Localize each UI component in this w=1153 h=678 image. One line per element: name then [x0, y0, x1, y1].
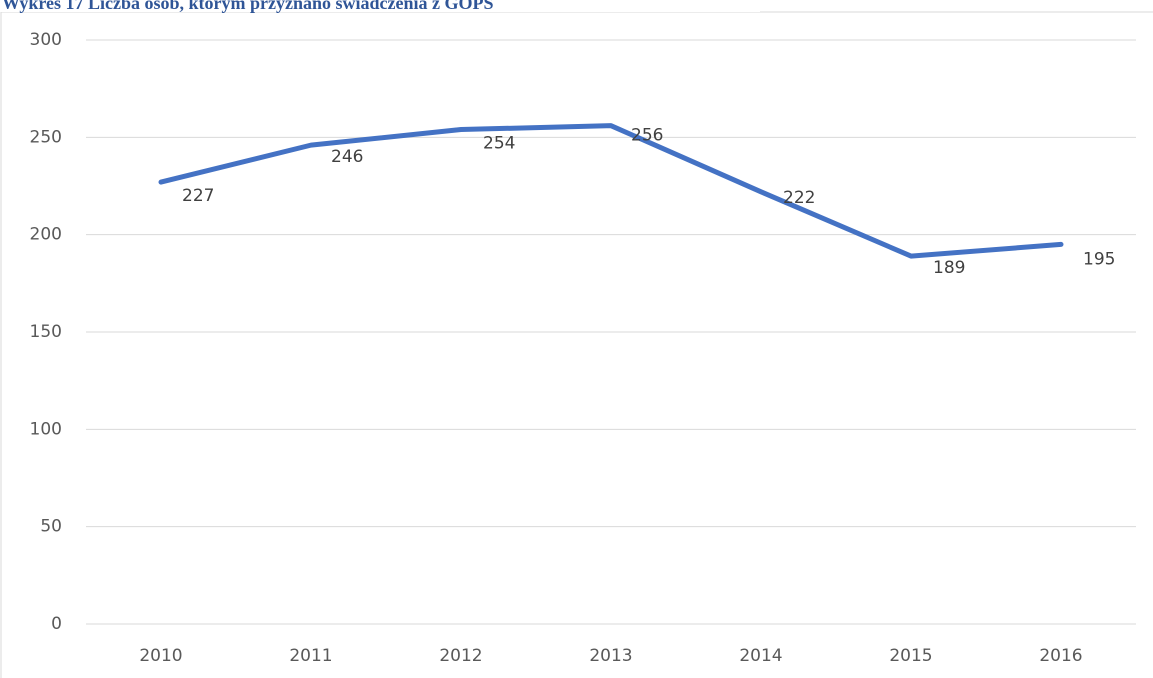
data-label: 195	[1083, 249, 1115, 269]
data-line	[158, 123, 1064, 259]
x-tick-label: 2011	[289, 646, 332, 666]
x-tick-label: 2013	[589, 646, 632, 666]
x-tick-label: 2015	[889, 646, 932, 666]
chart-title: Wykres 17 Liczba osób, którym przyznano …	[2, 0, 494, 13]
y-tick-label: 150	[30, 322, 62, 342]
x-tick-label: 2010	[139, 646, 182, 666]
chart-border	[0, 11, 1153, 678]
x-tick-label: 2014	[739, 646, 782, 666]
y-tick-label: 0	[51, 614, 62, 634]
y-tick-label: 200	[30, 225, 62, 245]
x-tick-label: 2012	[439, 646, 482, 666]
data-label: 254	[483, 134, 515, 154]
y-tick-label: 100	[30, 419, 62, 439]
y-tick-label: 300	[30, 30, 62, 50]
data-label: 246	[331, 147, 363, 167]
y-tick-label: 50	[40, 517, 62, 537]
x-tick-label: 2016	[1039, 646, 1082, 666]
data-label: 256	[631, 126, 663, 146]
data-label: 227	[182, 186, 214, 206]
y-tick-label: 250	[30, 127, 62, 147]
data-label: 222	[783, 188, 815, 208]
data-label: 189	[933, 258, 965, 278]
title-backdrop	[0, 0, 760, 12]
